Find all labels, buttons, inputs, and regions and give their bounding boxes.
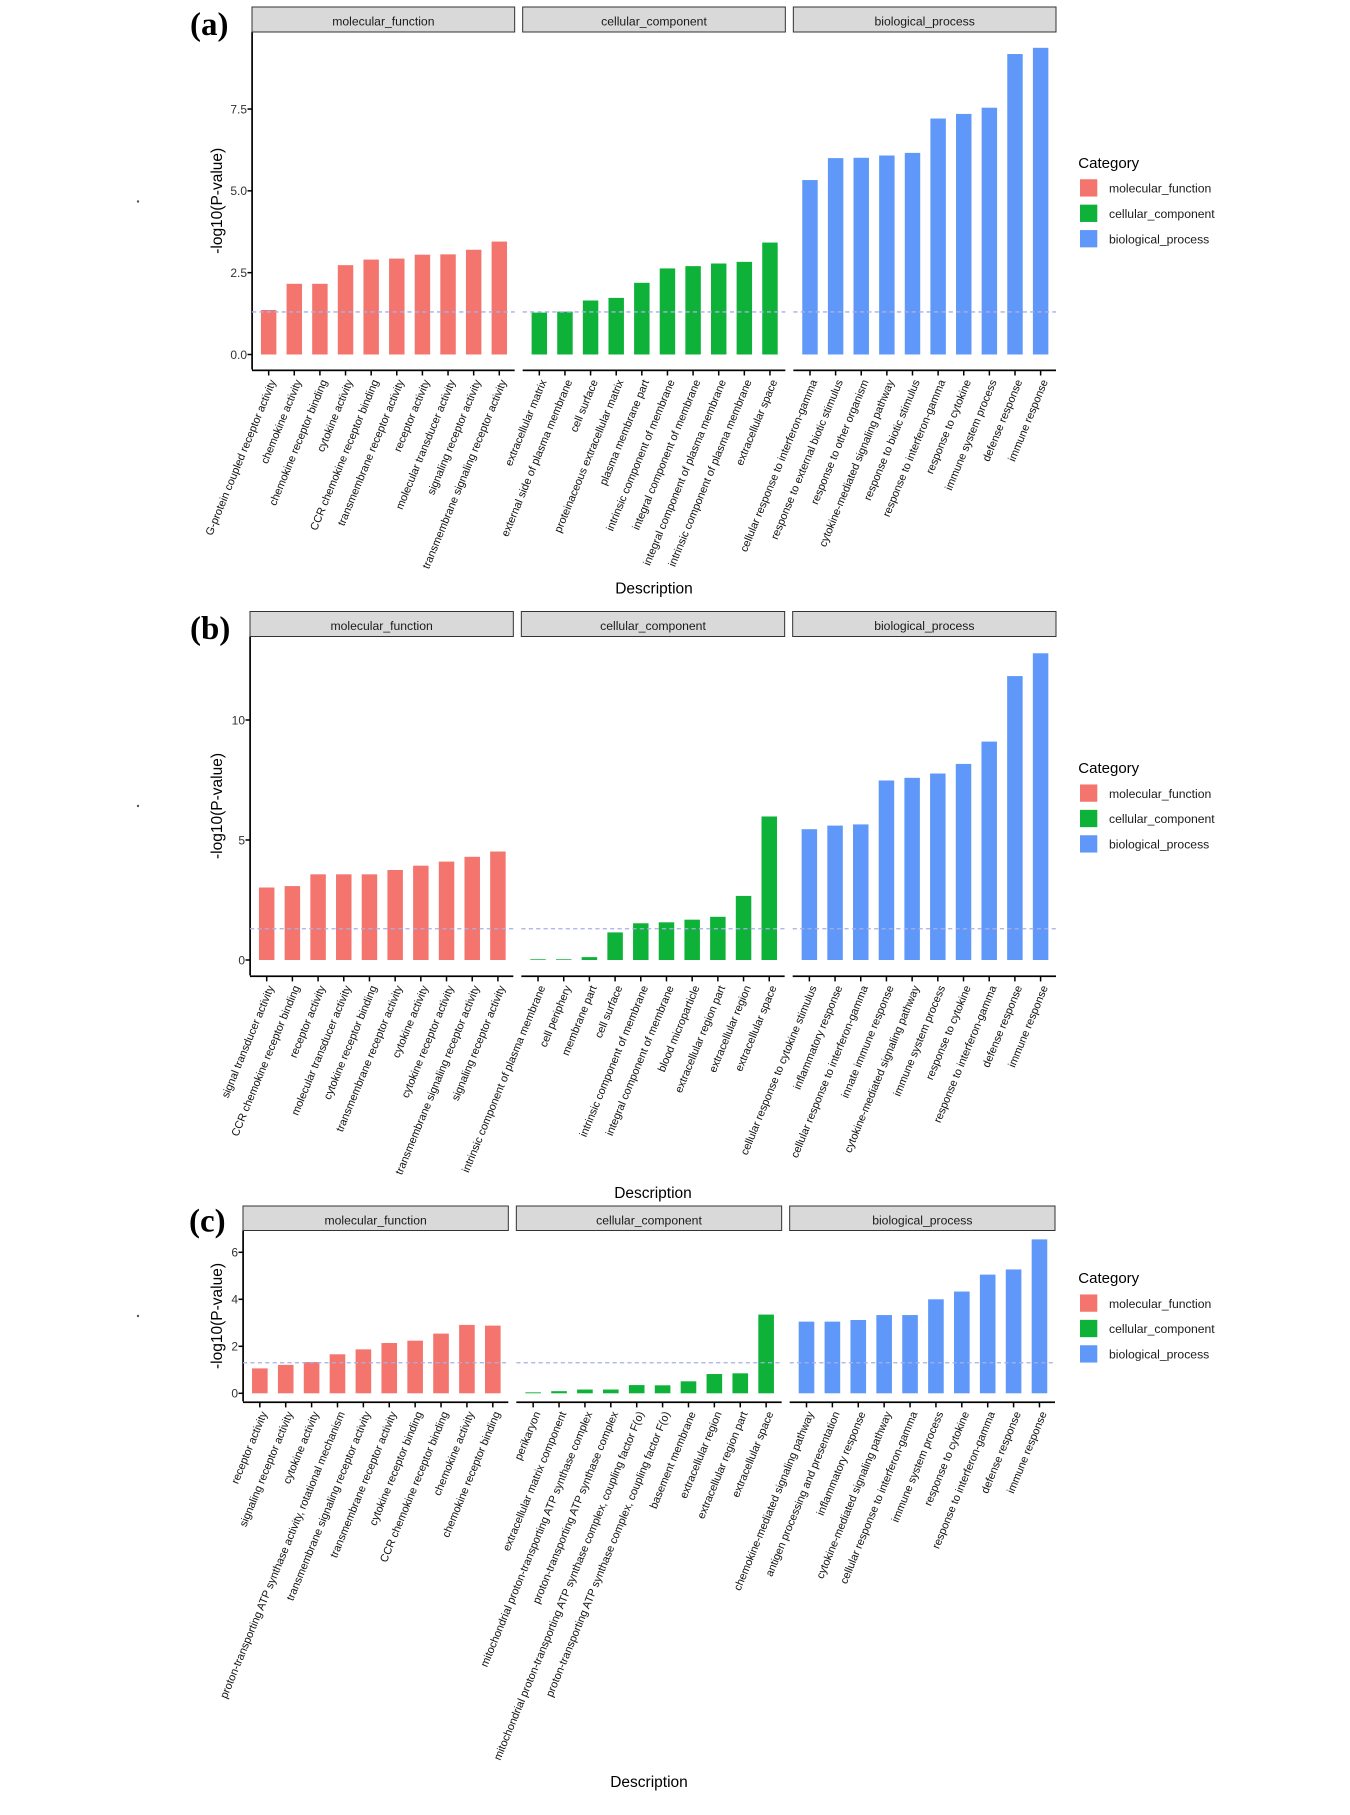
svg-text:Category: Category — [1078, 760, 1139, 777]
svg-text:5.0: 5.0 — [230, 184, 247, 198]
svg-text:molecular_function: molecular_function — [331, 619, 433, 633]
svg-text:molecular_function: molecular_function — [1109, 182, 1211, 196]
svg-text:cellular_component: cellular_component — [601, 15, 707, 29]
svg-text:cellular_component: cellular_component — [596, 1213, 702, 1227]
svg-text:(a): (a) — [190, 7, 228, 43]
svg-text:(b): (b) — [190, 611, 230, 647]
svg-text:molecular_function: molecular_function — [332, 15, 434, 29]
svg-text:biological_process: biological_process — [1109, 1348, 1209, 1362]
svg-text:biological_process: biological_process — [1109, 232, 1209, 246]
svg-text:biological_process: biological_process — [872, 1213, 972, 1227]
svg-text:10: 10 — [232, 713, 246, 727]
svg-text:Description: Description — [610, 1774, 688, 1791]
svg-text:cellular_component: cellular_component — [600, 619, 706, 633]
svg-text:cellular_component: cellular_component — [1109, 812, 1215, 826]
svg-text:-log10(P-value): -log10(P-value) — [209, 148, 226, 254]
svg-text:Description: Description — [615, 581, 693, 598]
svg-text:cellular_component: cellular_component — [1109, 207, 1215, 221]
svg-text:cellular_component: cellular_component — [1109, 1322, 1215, 1336]
svg-text:2.5: 2.5 — [230, 266, 247, 280]
svg-text:biological_process: biological_process — [874, 619, 974, 633]
svg-text:biological_process: biological_process — [1109, 838, 1209, 852]
svg-text:0.0: 0.0 — [230, 348, 247, 362]
svg-text:7.5: 7.5 — [230, 102, 247, 116]
svg-text:Description: Description — [614, 1185, 692, 1202]
svg-text:5: 5 — [238, 833, 245, 847]
svg-text:4: 4 — [231, 1293, 238, 1307]
svg-text:(c): (c) — [189, 1204, 226, 1240]
svg-text:Category: Category — [1078, 155, 1139, 172]
svg-text:0: 0 — [231, 1387, 238, 1401]
svg-text:-log10(P-value): -log10(P-value) — [209, 753, 226, 859]
svg-text:Category: Category — [1078, 1270, 1139, 1287]
svg-text:-log10(P-value): -log10(P-value) — [209, 1263, 226, 1369]
svg-text:6: 6 — [231, 1246, 238, 1260]
svg-text:molecular_function: molecular_function — [1109, 787, 1211, 801]
svg-text:molecular_function: molecular_function — [1109, 1297, 1211, 1311]
svg-text:biological_process: biological_process — [875, 15, 975, 29]
svg-text:2: 2 — [231, 1340, 238, 1354]
svg-text:0: 0 — [238, 953, 245, 967]
svg-text:molecular_function: molecular_function — [325, 1213, 427, 1227]
